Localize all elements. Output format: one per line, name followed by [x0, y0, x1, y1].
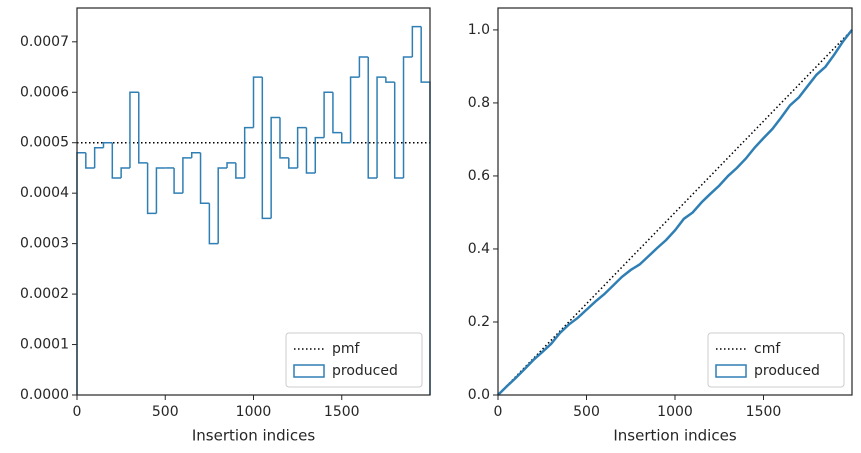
series-line	[497, 29, 853, 396]
legend-label: produced	[754, 363, 820, 379]
axes-frame	[76, 7, 431, 396]
y-tick-label: 0.2	[468, 314, 490, 330]
legend-swatch	[293, 364, 325, 378]
histogram-step	[402, 56, 413, 179]
histogram-step	[393, 82, 404, 179]
histogram-step	[155, 167, 166, 214]
histogram-step	[243, 126, 254, 179]
legend-label: cmf	[754, 341, 781, 357]
x-tick-label: 1500	[746, 404, 782, 420]
y-tick-label: 0.4	[468, 241, 490, 257]
histogram-step	[226, 162, 236, 168]
legend-label: pmf	[332, 341, 361, 357]
axes-frame	[497, 7, 853, 396]
histogram-step	[367, 56, 378, 179]
histogram-step	[235, 162, 245, 179]
histogram-step	[270, 116, 280, 219]
histogram-step	[376, 76, 386, 179]
x-axis-label: Insertion indices	[613, 427, 736, 445]
y-tick-label: 0.0001	[20, 337, 69, 353]
histogram-step	[93, 147, 104, 168]
histogram-step	[85, 152, 95, 169]
histogram-step	[411, 25, 422, 57]
y-tick-label: 0.0007	[20, 34, 69, 50]
x-tick-label: 500	[152, 404, 179, 420]
histogram-step	[305, 127, 316, 174]
histogram-step	[349, 76, 360, 143]
histogram-step	[138, 92, 148, 164]
y-tick-label: 1.0	[468, 22, 490, 38]
histogram-step	[111, 142, 122, 179]
y-tick-label: 0.0006	[20, 84, 69, 100]
histogram-step	[296, 126, 307, 168]
histogram-step	[279, 117, 289, 159]
histogram-step	[102, 141, 113, 148]
x-tick-label: 1500	[324, 404, 360, 420]
histogram-step	[314, 136, 325, 173]
histogram-step	[252, 76, 263, 128]
x-tick-label: 1000	[657, 404, 693, 420]
legend-box	[707, 332, 845, 388]
histogram-step	[120, 167, 130, 179]
histogram-step	[173, 167, 183, 194]
histogram-step	[129, 91, 139, 168]
x-tick-label: 0	[494, 404, 503, 420]
histogram-step	[190, 152, 201, 158]
histogram-step	[332, 92, 342, 134]
y-tick-label: 0.0004	[20, 185, 69, 201]
histogram-step	[323, 91, 333, 138]
legend-label: produced	[332, 363, 398, 379]
histogram-step	[261, 77, 272, 220]
x-tick-label: 0	[73, 404, 82, 420]
series-line	[497, 29, 853, 396]
histogram-step	[146, 162, 157, 215]
histogram-step	[208, 203, 219, 245]
histogram-step	[358, 56, 369, 78]
legend-box	[285, 332, 423, 388]
x-tick-label: 500	[573, 404, 600, 420]
y-tick-label: 0.6	[468, 168, 490, 184]
histogram-step	[288, 157, 298, 169]
histogram-step	[199, 152, 210, 205]
histogram-step	[76, 152, 86, 395]
x-axis-label: Insertion indices	[192, 427, 315, 445]
y-tick-label: 0.0003	[20, 236, 69, 252]
x-tick-label: 1000	[236, 404, 272, 420]
histogram-step	[182, 157, 192, 194]
y-tick-label: 0.0	[468, 387, 490, 403]
y-tick-label: 0.0005	[20, 135, 69, 151]
legend-swatch	[715, 364, 747, 378]
histogram-step	[341, 132, 351, 144]
histogram-step	[385, 77, 395, 83]
histogram-step	[217, 167, 228, 244]
y-tick-label: 0.8	[468, 95, 490, 111]
y-tick-label: 0.0000	[20, 387, 69, 403]
y-tick-label: 0.0002	[20, 286, 69, 302]
